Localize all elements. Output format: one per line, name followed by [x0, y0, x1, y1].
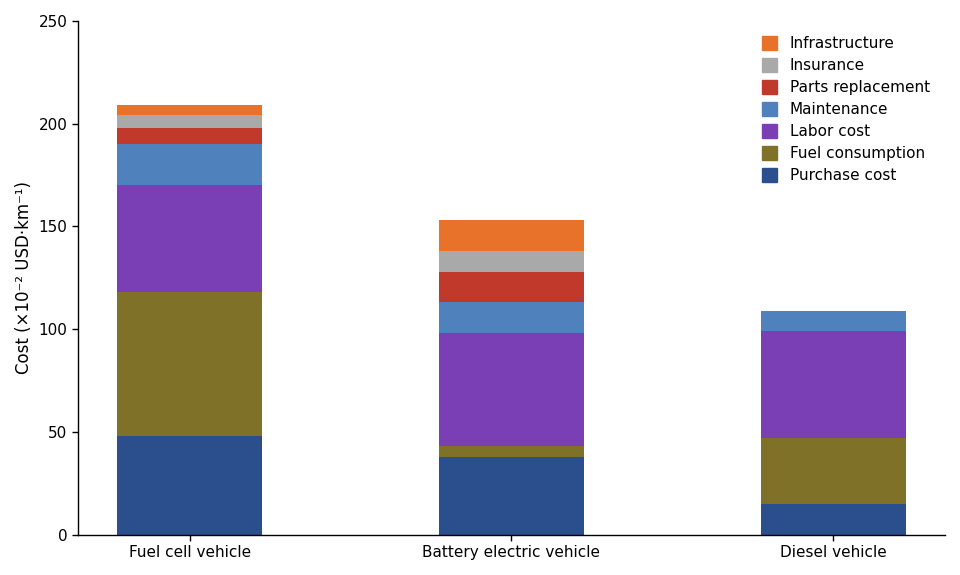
- Bar: [439, 446, 584, 457]
- Bar: [117, 144, 262, 185]
- Bar: [117, 128, 262, 144]
- Bar: [439, 457, 584, 535]
- Bar: [439, 334, 584, 446]
- Bar: [760, 331, 905, 438]
- Bar: [439, 220, 584, 251]
- Bar: [760, 438, 905, 504]
- Y-axis label: Cost (×10⁻² USD·km⁻¹): Cost (×10⁻² USD·km⁻¹): [15, 181, 33, 374]
- Bar: [117, 116, 262, 128]
- Bar: [439, 271, 584, 302]
- Bar: [760, 504, 905, 535]
- Bar: [117, 105, 262, 116]
- Bar: [117, 292, 262, 436]
- Bar: [439, 251, 584, 271]
- Bar: [117, 436, 262, 535]
- Bar: [760, 310, 905, 331]
- Legend: Infrastructure, Insurance, Parts replacement, Maintenance, Labor cost, Fuel cons: Infrastructure, Insurance, Parts replace…: [755, 29, 937, 191]
- Bar: [439, 302, 584, 333]
- Bar: [117, 185, 262, 292]
